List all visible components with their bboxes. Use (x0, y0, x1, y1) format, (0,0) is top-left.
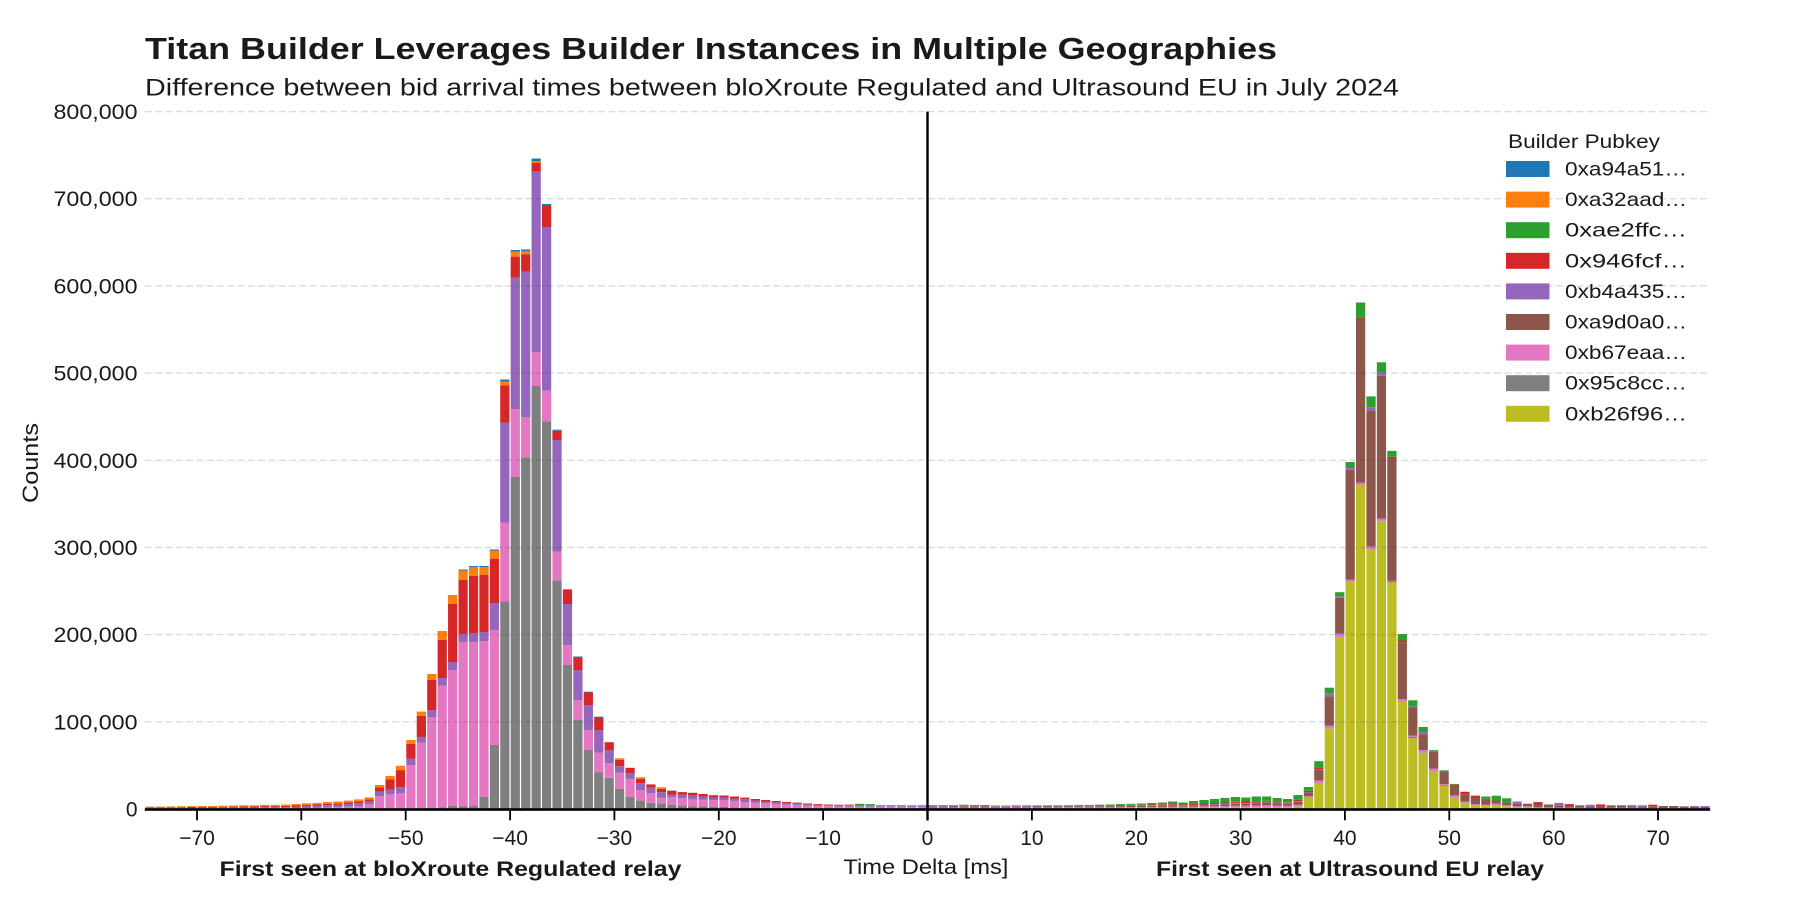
svg-text:0xa9d0a0…: 0xa9d0a0… (1565, 312, 1687, 334)
svg-text:First seen at bloXroute Regula: First seen at bloXroute Regulated relay (220, 857, 682, 881)
svg-text:70: 70 (1646, 827, 1669, 850)
svg-text:30: 30 (1229, 827, 1252, 850)
svg-text:400,000: 400,000 (54, 450, 138, 473)
svg-text:500,000: 500,000 (54, 363, 138, 386)
svg-text:0xb67eaa…: 0xb67eaa… (1565, 342, 1687, 364)
svg-text:−70: −70 (179, 827, 215, 850)
svg-text:20: 20 (1125, 827, 1148, 850)
svg-text:Titan Builder Leverages Builde: Titan Builder Leverages Builder Instance… (145, 31, 1277, 66)
svg-text:−50: −50 (388, 827, 424, 850)
svg-text:0xa32aad…: 0xa32aad… (1565, 189, 1687, 211)
svg-text:100,000: 100,000 (54, 711, 138, 734)
svg-text:0x946fcf…: 0x946fcf… (1565, 250, 1687, 272)
svg-text:0: 0 (126, 799, 138, 822)
svg-text:−40: −40 (492, 827, 528, 850)
svg-text:−20: −20 (701, 827, 737, 850)
svg-text:Builder Pubkey: Builder Pubkey (1508, 131, 1660, 153)
svg-text:Difference between bid arrival: Difference between bid arrival times bet… (145, 75, 1399, 102)
svg-text:700,000: 700,000 (54, 188, 138, 211)
svg-text:50: 50 (1438, 827, 1461, 850)
svg-text:60: 60 (1542, 827, 1565, 850)
svg-text:0xae2ffc…: 0xae2ffc… (1565, 220, 1687, 242)
svg-text:0xa94a51…: 0xa94a51… (1565, 159, 1687, 181)
svg-text:0xb26f96…: 0xb26f96… (1565, 403, 1687, 425)
svg-text:0xb4a435…: 0xb4a435… (1565, 281, 1687, 303)
svg-text:−60: −60 (283, 827, 319, 850)
svg-text:0: 0 (922, 827, 934, 850)
svg-text:First seen at Ultrasound EU re: First seen at Ultrasound EU relay (1156, 857, 1544, 881)
svg-text:200,000: 200,000 (54, 624, 138, 647)
svg-text:−10: −10 (805, 827, 841, 850)
svg-text:10: 10 (1020, 827, 1043, 850)
svg-text:−30: −30 (597, 827, 633, 850)
svg-text:0x95c8cc…: 0x95c8cc… (1565, 373, 1687, 395)
svg-text:Counts: Counts (18, 423, 43, 503)
svg-text:600,000: 600,000 (54, 275, 138, 298)
svg-text:Time Delta [ms]: Time Delta [ms] (843, 856, 1008, 879)
svg-text:300,000: 300,000 (54, 537, 138, 560)
svg-text:800,000: 800,000 (54, 101, 138, 124)
svg-text:40: 40 (1333, 827, 1356, 850)
